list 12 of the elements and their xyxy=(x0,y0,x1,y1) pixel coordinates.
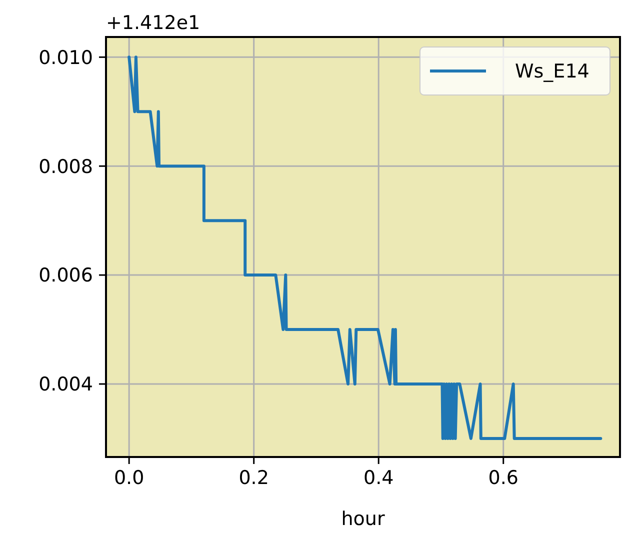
x-tick-label: 0.6 xyxy=(488,467,518,489)
x-tick-label: 0.4 xyxy=(363,467,394,489)
text: +1.412e1 xyxy=(106,12,200,34)
y-tick-label: 0.004 xyxy=(38,374,93,396)
y-tick-label: 0.010 xyxy=(38,46,93,69)
legend-label: Ws_E14 xyxy=(515,60,590,83)
line-series xyxy=(128,56,602,440)
x-tick-label: 0.2 xyxy=(238,467,269,489)
x-axis-title: hour xyxy=(341,508,385,530)
x-tick-label: 0.0 xyxy=(114,467,144,489)
y-tick-label: 0.006 xyxy=(38,264,93,287)
y-tick-label: 0.008 xyxy=(38,156,93,178)
